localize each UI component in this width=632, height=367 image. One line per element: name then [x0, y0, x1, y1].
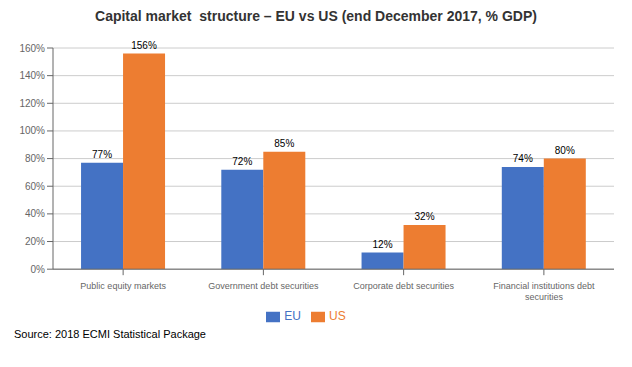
svg-text:12%: 12%: [373, 239, 393, 250]
svg-text:80%: 80%: [25, 153, 45, 164]
svg-text:77%: 77%: [92, 149, 112, 160]
svg-text:85%: 85%: [274, 138, 294, 149]
svg-text:Public equity markets: Public equity markets: [80, 281, 166, 291]
svg-text:Financial institutions debtsec: Financial institutions debtsecurities: [493, 281, 595, 302]
html-text:Source: 2018 ECMI Statistical: Source: 2018 ECMI Statistical Package: [14, 328, 206, 340]
svg-text:80%: 80%: [555, 145, 575, 156]
svg-text:72%: 72%: [232, 156, 252, 167]
svg-text:140%: 140%: [19, 70, 45, 81]
svg-text:Corporate debt securities: Corporate debt securities: [353, 281, 454, 291]
svg-text:156%: 156%: [131, 40, 157, 51]
svg-text:40%: 40%: [25, 208, 45, 219]
html-text:US: US: [329, 309, 346, 324]
svg-text:60%: 60%: [25, 181, 45, 192]
html-text:EU: EU: [284, 309, 301, 324]
svg-text:32%: 32%: [415, 211, 435, 222]
svg-text:Government debt securities: Government debt securities: [208, 281, 319, 291]
svg-text:0%: 0%: [31, 264, 46, 275]
svg-text:160%: 160%: [19, 43, 45, 54]
svg-text:100%: 100%: [19, 125, 45, 136]
svg-text:20%: 20%: [25, 236, 45, 247]
html-text:Capital market structure – EU: Capital market structure – EU vs US (end…: [95, 8, 537, 24]
svg-text:74%: 74%: [513, 153, 533, 164]
svg-text:120%: 120%: [19, 98, 45, 109]
